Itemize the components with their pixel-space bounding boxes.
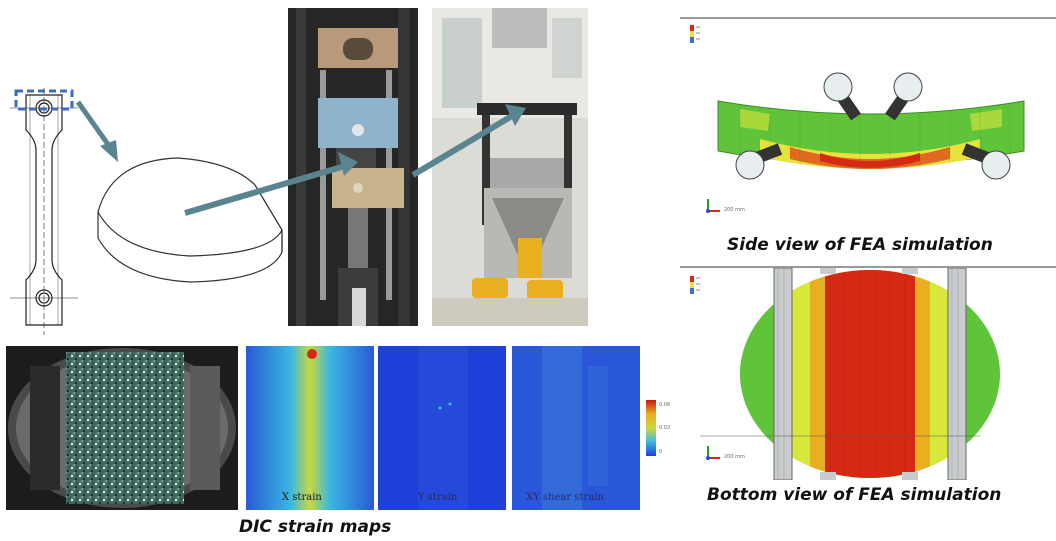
axis-triad-icon [706, 199, 720, 213]
load-frame-photo [432, 8, 588, 326]
strain-map-xy: XY shear strain [512, 346, 640, 510]
colorbar-max-label: 0.06 [659, 402, 671, 408]
strain-map-label: Y strain [418, 492, 458, 503]
fea-bottom-view: 200 mm [680, 266, 1056, 480]
dic-speckle-photo [6, 346, 238, 510]
specimen-drawing [10, 88, 283, 335]
strain-map-label: X strain [282, 492, 322, 503]
dic-caption: DIC strain maps [239, 517, 392, 537]
color-legend-icon [690, 25, 700, 43]
bottom-scale-label: 200 mm [724, 454, 745, 460]
color-legend-icon [690, 276, 700, 294]
axis-triad-icon [706, 446, 720, 460]
colorbar-mid-label: 0.02 [659, 425, 671, 431]
arrow-icon [75, 100, 118, 162]
process-arrows [184, 104, 526, 216]
arrow-icon [184, 152, 358, 216]
arrow-icon [411, 104, 526, 178]
strain-map-x: X strain [246, 346, 374, 510]
fea-side-view: 200 mm [680, 17, 1056, 229]
strain-colorbar [646, 400, 656, 456]
side-scale-label: 200 mm [724, 207, 745, 213]
strain-map-y: Y strain [378, 346, 506, 510]
strain-map-label: XY shear strain [526, 492, 604, 503]
side-view-caption: Side view of FEA simulation [727, 235, 993, 255]
bottom-view-caption: Bottom view of FEA simulation [707, 485, 1002, 505]
colorbar-min-label: 0 [659, 449, 663, 455]
